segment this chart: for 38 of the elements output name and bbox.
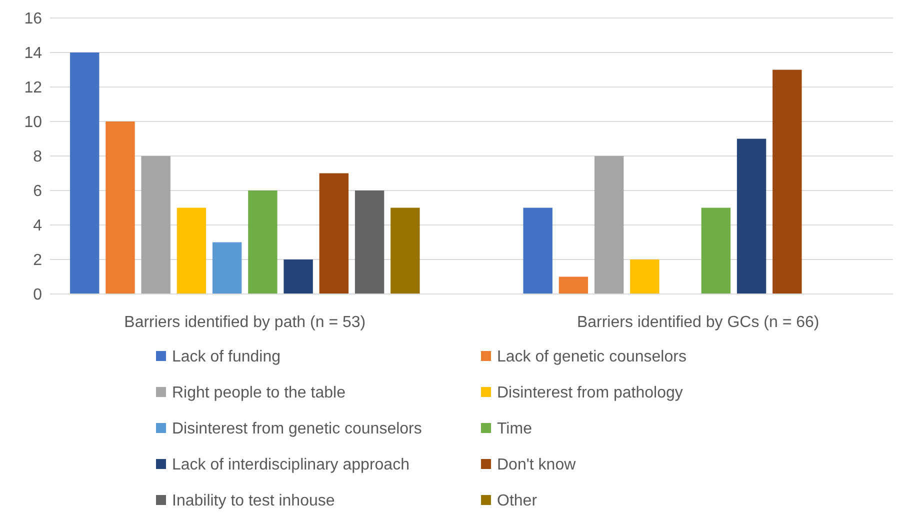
y-tick-label: 12 (24, 80, 42, 97)
bar (212, 242, 242, 294)
y-tick-label: 2 (33, 252, 42, 270)
bar (594, 156, 624, 294)
y-tick-label: 16 (24, 10, 42, 28)
bar (630, 260, 660, 294)
bar (354, 190, 384, 294)
bar (284, 260, 313, 294)
bar (558, 276, 588, 294)
legend-label: Other (497, 492, 538, 510)
bar (70, 52, 100, 294)
legend-label: Don't know (497, 456, 576, 474)
bar (772, 70, 802, 294)
legend-label: Right people to the table (172, 384, 346, 402)
legend-label: Lack of funding (172, 348, 281, 366)
bar (319, 173, 349, 294)
y-tick-label: 6 (33, 183, 42, 200)
y-tick-label: 14 (24, 45, 42, 62)
legend-label: Time (497, 420, 532, 438)
bar (736, 138, 766, 294)
legend-label: Disinterest from genetic counselors (172, 420, 422, 438)
legend-label: Disinterest from pathology (497, 384, 683, 402)
y-tick-label: 0 (33, 286, 42, 304)
bar (701, 208, 731, 294)
x-tick-label: Barriers identified by GCs (n = 66) (576, 314, 820, 331)
bar (106, 122, 135, 294)
y-tick-label: 4 (33, 218, 42, 235)
y-tick-label: 10 (24, 114, 42, 132)
y-tick-label: 8 (33, 148, 42, 166)
bar (141, 156, 170, 294)
bar (248, 190, 278, 294)
legend-label: Lack of genetic counselors (497, 348, 686, 366)
bar (523, 208, 552, 294)
bar (176, 208, 206, 294)
legend-label: Lack of interdisciplinary approach (172, 456, 410, 474)
legend-label: Inability to test inhouse (172, 492, 335, 510)
x-tick-label: Barriers identified by path (n = 53) (124, 314, 366, 331)
bar (390, 208, 420, 294)
